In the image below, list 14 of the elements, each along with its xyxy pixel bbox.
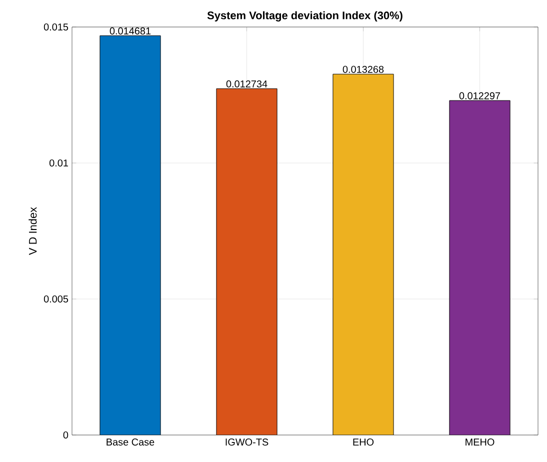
data-label: 0.012734 (226, 80, 268, 88)
x-tick-label: EHO (353, 438, 374, 446)
chart-title: System Voltage deviation Index (30%) (207, 11, 402, 22)
data-label: 0.013268 (342, 66, 384, 73)
data-label: 0.014681 (110, 27, 151, 34)
y-axis-title: V D Index (28, 207, 37, 256)
y-tick-label: 0.015 (44, 23, 68, 31)
x-tick-label: MEHO (466, 438, 494, 446)
data-label: 0.012297 (459, 92, 500, 100)
y-tick-label: 0 (63, 431, 68, 439)
x-tick-label: IGWO-TS (226, 438, 268, 446)
x-tick-label: Base Case (106, 438, 154, 446)
y-tick-label: 0.005 (44, 295, 68, 303)
y-tick-label: 0.01 (49, 159, 68, 167)
